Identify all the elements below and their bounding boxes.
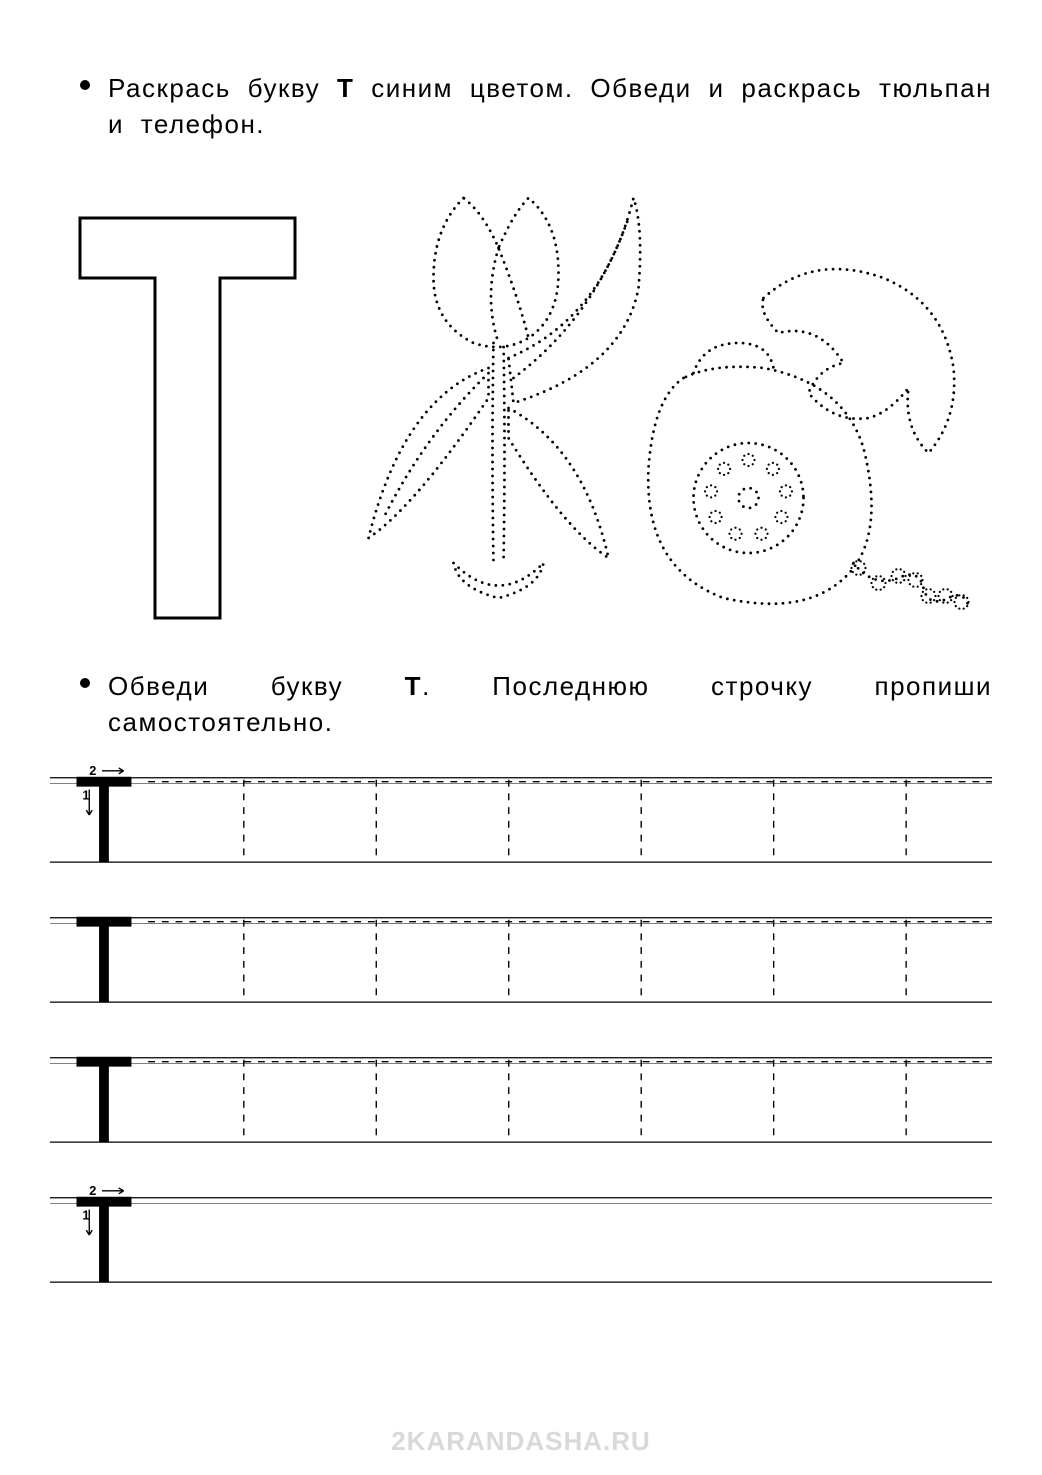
instruction-2: Обведи букву Т. Последнюю строчку пропиш… [80,668,992,741]
svg-text:2: 2 [89,762,96,777]
writing-rows: 21 21 [50,761,992,1291]
instruction-1: Раскрась букву Т синим цветом. Обведи и … [80,70,992,143]
bullet-icon [80,678,90,688]
instruction-1-text: Раскрась букву Т синим цветом. Обведи и … [108,70,992,143]
bullet-icon [80,80,90,90]
svg-text:1: 1 [82,787,89,802]
big-letter-t-outline [70,208,305,628]
writing-row-4: 21 [50,1181,992,1291]
svg-text:2: 2 [89,1182,96,1197]
figure-area [70,168,992,628]
instruction-2-text: Обведи букву Т. Последнюю строчку пропиш… [108,668,992,741]
watermark: 2KARANDASHA.RU [391,1426,651,1457]
writing-row-2 [50,901,992,1011]
svg-text:1: 1 [82,1207,89,1222]
writing-row-3 [50,1041,992,1151]
writing-row-1: 21 [50,761,992,871]
dotted-drawings [335,168,992,628]
